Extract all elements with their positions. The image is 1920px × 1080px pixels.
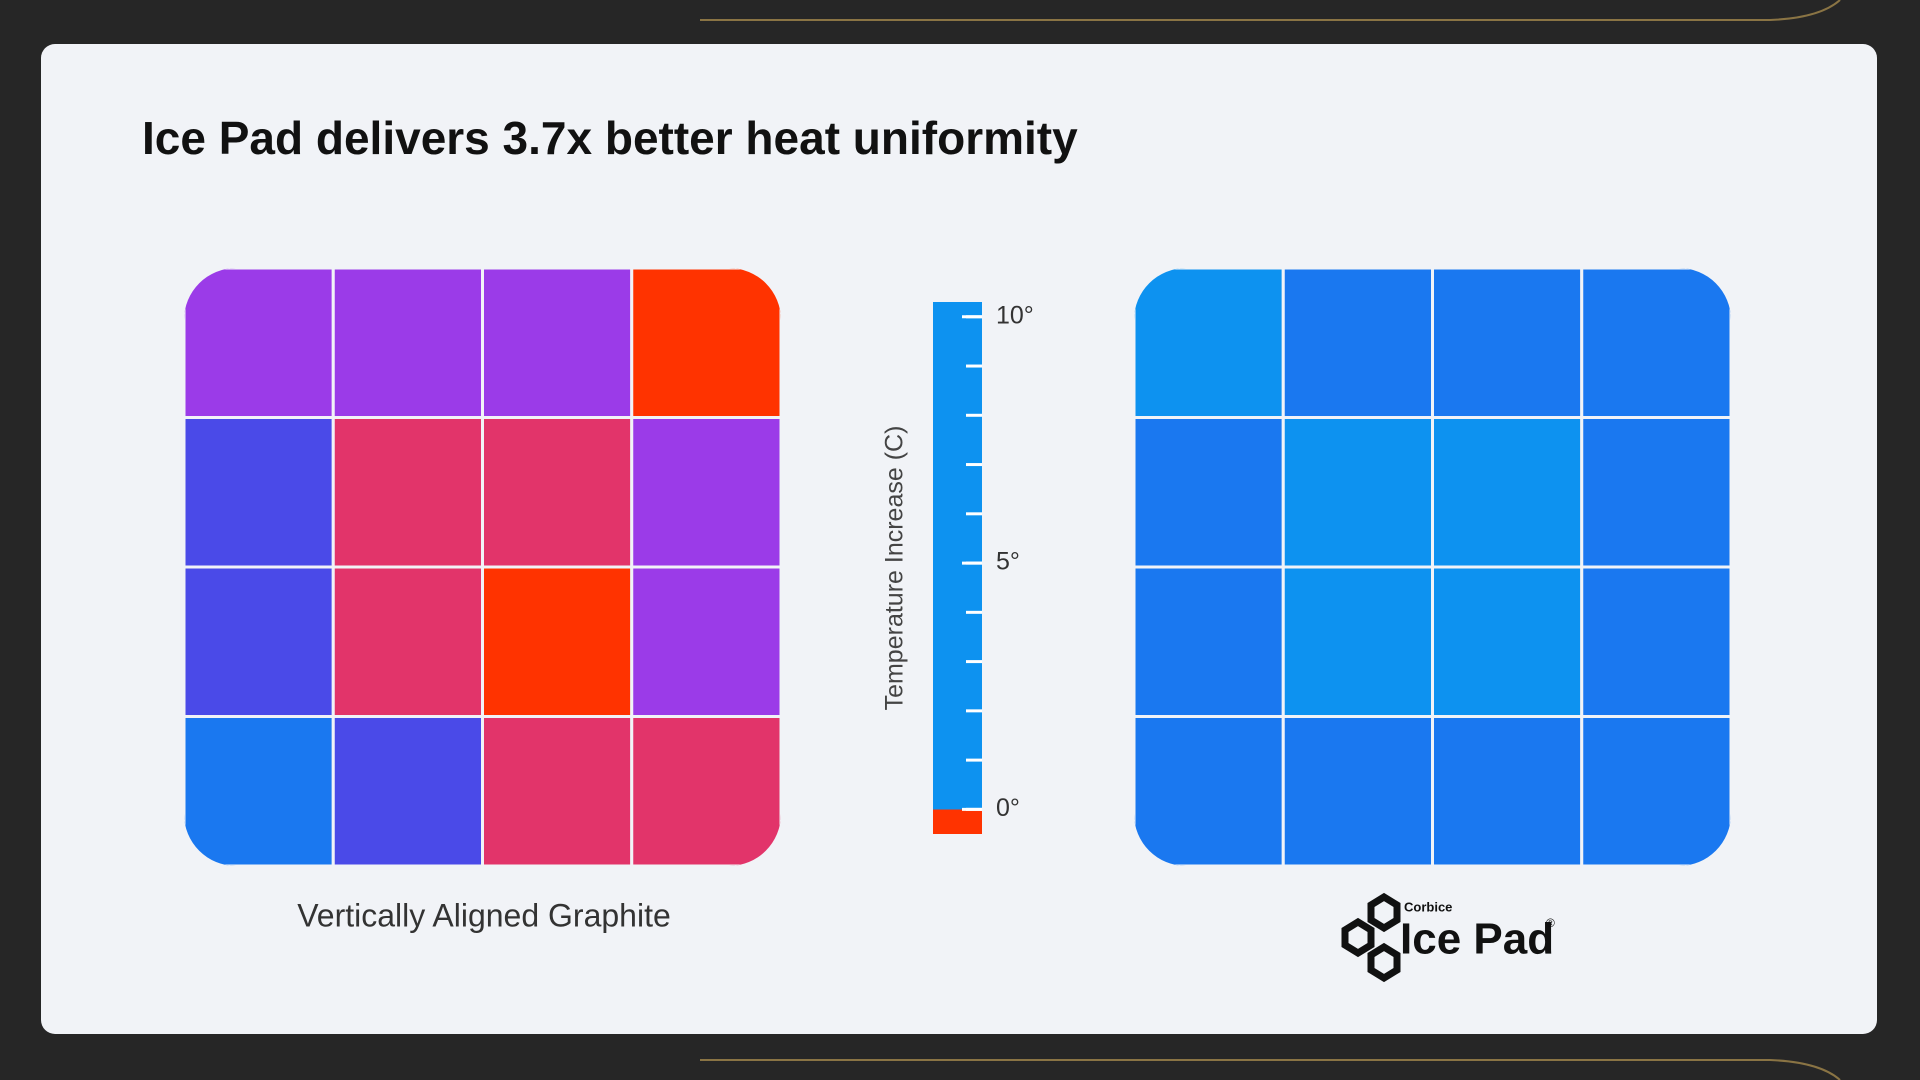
heat-cell	[1431, 416, 1584, 569]
colorbar-tick-label: 5°	[996, 548, 1020, 576]
heat-cell	[1431, 715, 1584, 866]
colorbar-label: Temperature Increase (C)	[881, 426, 909, 711]
logo-hex	[1367, 942, 1401, 983]
heatmap-left	[184, 268, 781, 866]
colorbar-tick-label: 0°	[996, 794, 1020, 822]
heat-cell	[1580, 416, 1731, 569]
heat-cell	[481, 268, 634, 419]
heat-cell	[1431, 268, 1584, 419]
heat-cell	[1431, 565, 1584, 718]
colorbar-tick-label: 10°	[996, 301, 1034, 329]
heat-cell	[1281, 268, 1434, 419]
decor-line	[700, 1059, 1841, 1080]
heat-cell	[630, 565, 781, 718]
heat-cell	[481, 565, 634, 718]
heat-cell	[481, 416, 634, 569]
heat-cell	[1580, 565, 1731, 718]
heat-cell	[1134, 715, 1285, 866]
heat-cell	[184, 416, 335, 569]
heat-cell	[1134, 416, 1285, 569]
heat-cell	[630, 715, 781, 866]
logo-name: Ice Pad	[1400, 915, 1554, 964]
heat-cell	[184, 268, 335, 419]
logo-hex	[1341, 917, 1375, 958]
heat-cell	[1134, 268, 1285, 419]
chart-title: Ice Pad delivers 3.7x better heat unifor…	[142, 112, 1078, 164]
decor-line	[700, 0, 1841, 21]
heat-cell	[331, 715, 484, 866]
heat-cell	[1580, 268, 1731, 419]
heat-cell	[1134, 565, 1285, 718]
heat-cell	[1281, 565, 1434, 718]
panel-label: Vertically Aligned Graphite	[297, 897, 671, 933]
heat-cell	[630, 416, 781, 569]
logo-hex	[1367, 892, 1401, 933]
heat-cell	[331, 565, 484, 718]
colorbar	[933, 302, 982, 834]
logo	[1341, 892, 1401, 983]
heat-cell	[630, 268, 781, 419]
logo-brand: Corbice	[1404, 899, 1452, 914]
heat-cell	[1281, 416, 1434, 569]
heat-cell	[184, 715, 335, 866]
heat-cell	[1580, 715, 1731, 866]
heat-cell	[331, 416, 484, 569]
logo-mark: ®	[1546, 916, 1555, 930]
heat-cell	[184, 565, 335, 718]
heat-cell	[1281, 715, 1434, 866]
heat-cell	[331, 268, 484, 419]
heatmap-right	[1134, 268, 1731, 866]
heat-cell	[481, 715, 634, 866]
